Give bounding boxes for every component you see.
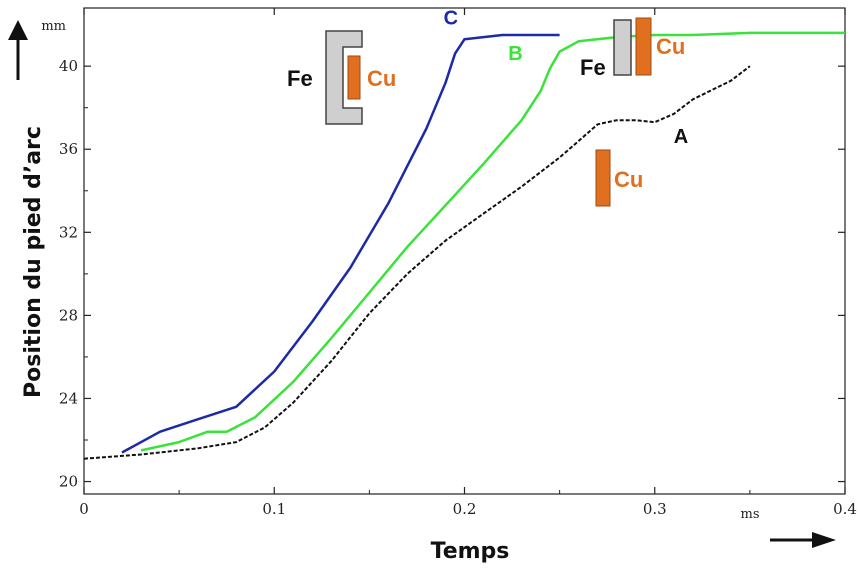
cu-label: Cu [367,66,396,91]
inset-cu-alone: Cu [595,149,643,207]
x-tick-label: 0.1 [262,500,286,518]
y-axis-title: Position du pied d’arc [21,126,46,398]
cu-label: Cu [614,167,643,192]
inset-fe-cu-adjacent: Fe Cu [580,17,685,80]
x-axis-arrow-icon [770,532,836,548]
x-unit-label: ms [741,507,760,522]
series-layer: C B A [83,8,845,460]
cu-label: Cu [656,34,685,59]
fe-label: Fe [580,55,606,80]
y-axis-arrow-icon [8,20,28,80]
fe-label: Fe [287,66,313,91]
y-tick-label: 28 [59,306,78,324]
series-line-C [121,33,560,454]
axes: 0 0.1 0.2 0.3 0.4 20 24 28 32 36 40 mm ms Temps Positi… [21,7,857,564]
x-tick-label: 0.4 [833,500,857,518]
y-tick-label: 24 [59,389,78,407]
cu-bar [595,149,611,207]
insets: Fe Cu Fe Cu Cu [287,17,685,207]
cu-bar [635,17,652,76]
series-label-A: A [674,126,688,148]
y-tick-label: 36 [59,140,78,158]
x-axis-title: Temps [431,539,510,564]
series-line-A [83,65,751,460]
x-tick-label: 0.3 [643,500,667,518]
axis-arrows [8,20,836,548]
x-tick-label: 0 [79,500,89,518]
series-label-C: C [444,8,458,30]
inset-fe-cu-enclosed: Fe Cu [287,30,396,125]
y-unit-label: mm [41,19,66,34]
cu-bar [347,55,361,100]
series-line-B [140,31,845,452]
y-tick-label: 40 [59,57,78,75]
fe-bracket [325,30,363,125]
y-tick-label: 20 [59,473,78,491]
series-label-B: B [508,43,522,65]
x-tick-label: 0.2 [453,500,477,518]
fe-plate [613,19,632,76]
y-tick-label: 32 [59,223,78,241]
